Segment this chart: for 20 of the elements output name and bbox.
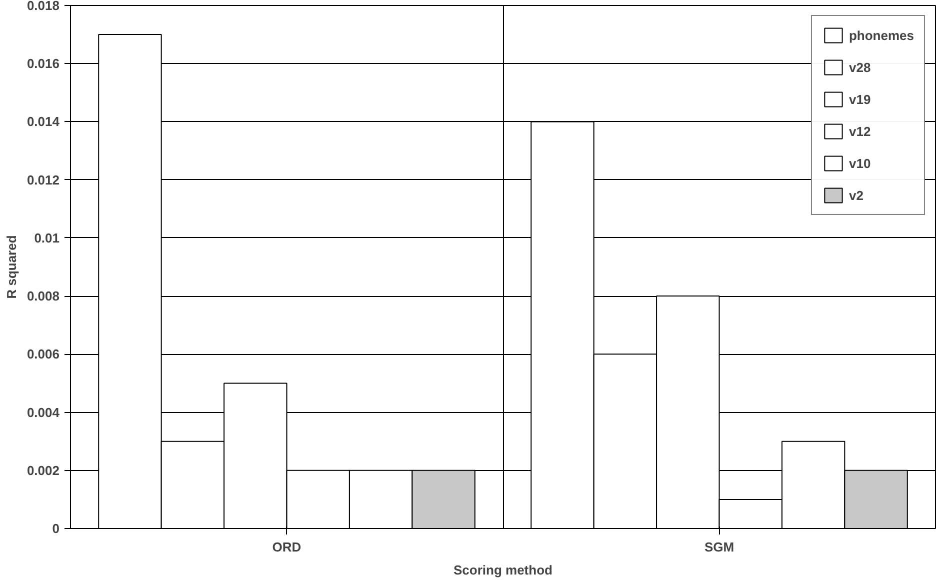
y-tick-label: 0.004 (26, 404, 60, 420)
y-tick-label: 0.01 (34, 230, 60, 246)
y-axis-title: R squared (4, 235, 19, 299)
legend-label: v12 (848, 124, 871, 138)
y-tick-label: 0.016 (26, 56, 60, 72)
y-tick-label: 0.006 (26, 346, 60, 362)
legend-label: v10 (848, 156, 871, 170)
legend-label: v2 (848, 188, 864, 202)
y-tick-label: 0.018 (26, 0, 60, 13)
y-tick-label: 0.002 (26, 462, 60, 478)
y-tick-label: 0.008 (26, 288, 60, 304)
legend-label: v28 (848, 60, 871, 74)
legend-label: v19 (848, 92, 871, 106)
legend-label: phonemes (848, 28, 914, 42)
y-tick-label: 0.014 (26, 114, 60, 130)
x-tick-label: ORD (272, 540, 302, 554)
x-tick-label: SGM (704, 540, 734, 554)
x-axis-title: Scoring method (454, 562, 553, 578)
y-tick-label: 0 (52, 521, 60, 536)
y-tick-label: 0.012 (26, 172, 60, 188)
